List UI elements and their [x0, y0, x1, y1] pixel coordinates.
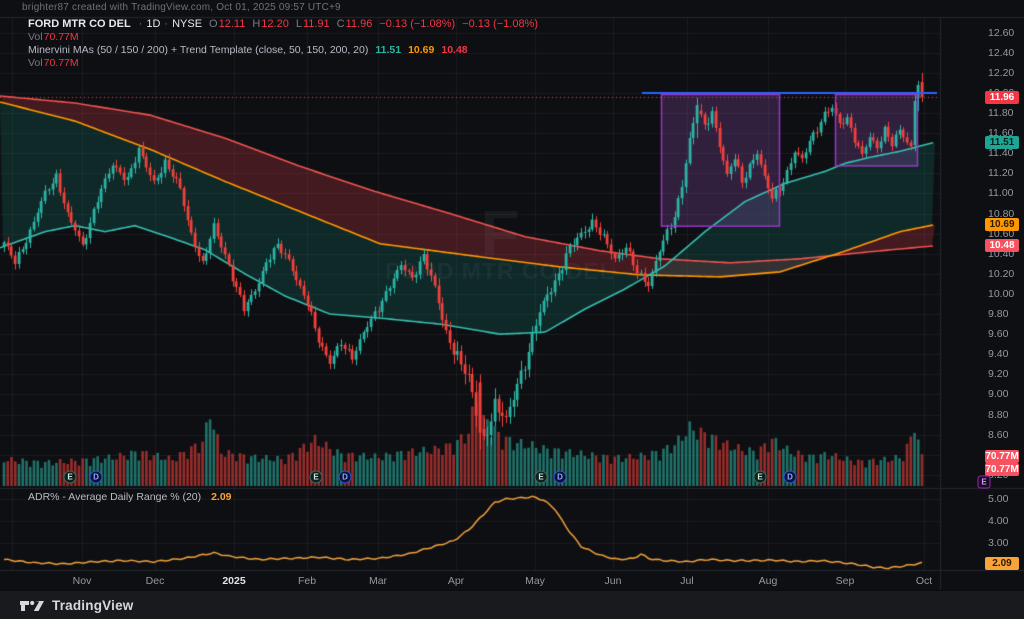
change-value-extended: −0.13 (−1.08%) [462, 18, 539, 30]
volume-ma-label: 70.77M [985, 462, 1019, 476]
volume2-key: Vol [28, 57, 43, 69]
minervini-indicator-title[interactable]: Minervini MAs (50 / 150 / 200) + Trend T… [28, 44, 369, 56]
price-axis-tick: 12.60 [988, 26, 1015, 39]
time-axis-label-Oct: Oct [915, 575, 933, 587]
low-key: L [295, 18, 302, 30]
time-axis-label-May: May [525, 575, 545, 587]
open-key: O [209, 18, 218, 30]
price-axis-tick: 11.80 [988, 107, 1014, 120]
price-axis-tick: 10.20 [988, 267, 1015, 280]
ma200-price-label: 10.48 [985, 239, 1019, 253]
price-axis-tick: 10.80 [988, 207, 1015, 220]
dividend-marker[interactable]: D [783, 470, 797, 484]
change-value: −0.13 (−1.08%) [379, 18, 456, 30]
legend-separator: · [138, 18, 143, 30]
volume-label: 70.77M [985, 449, 1019, 463]
time-axis-label-Aug: Aug [758, 575, 778, 587]
price-axis-tick: 12.20 [988, 66, 1015, 79]
earnings-marker[interactable]: E [309, 470, 323, 484]
price-axis-tick: 8.60 [988, 428, 1009, 441]
volume-key: Vol [28, 31, 43, 43]
tradingview-logo-icon [20, 600, 44, 611]
dividend-marker[interactable]: D [338, 470, 352, 484]
ma200-value: 10.48 [441, 44, 468, 56]
exchange-label: NYSE [172, 18, 203, 30]
bottom-toolbar: TradingView [0, 590, 1024, 619]
adr-value-label: 2.09 [985, 556, 1019, 570]
volume2-value: 70.77M [43, 57, 79, 69]
price-axis-tick: 9.00 [988, 388, 1009, 401]
symbol-legend-row: FORD MTR CO DEL · 1D · NYSE O 12.11 H 12.2… [28, 18, 538, 30]
symbol-name[interactable]: FORD MTR CO DEL [28, 18, 131, 30]
earnings-marker[interactable]: E [63, 470, 77, 484]
ma50-value: 11.51 [375, 44, 402, 56]
time-axis-label-Jun: Jun [604, 575, 622, 587]
volume2-legend-row: Vol 70.77M [28, 57, 538, 69]
price-axis-tick: 10.00 [988, 287, 1015, 300]
volume-legend-row: Vol 70.77M [28, 31, 538, 43]
ma50-price-label: 11.51 [985, 135, 1019, 149]
time-axis-label-Dec: Dec [145, 575, 165, 587]
adr-axis-tick: 3.00 [988, 537, 1009, 549]
upcoming-earnings-marker[interactable]: E [977, 475, 991, 489]
dividend-marker[interactable]: D [553, 470, 567, 484]
price-axis-tick: 9.20 [988, 368, 1009, 381]
volume-value: 70.77M [43, 31, 79, 43]
dividend-marker[interactable]: D [89, 470, 103, 484]
time-axis-label-Mar: Mar [368, 575, 388, 587]
high-key: H [252, 18, 261, 30]
time-axis-label-Jul: Jul [680, 575, 694, 587]
price-axis-tick: 11.00 [988, 187, 1014, 200]
price-axis-tick: 9.40 [988, 348, 1009, 361]
ma150-value: 10.69 [408, 44, 435, 56]
time-axis-label-Apr: Apr [447, 575, 465, 587]
high-value: 12.20 [261, 18, 289, 30]
adr-axis-tick: 4.00 [988, 515, 1009, 527]
adr-axis-tick: 5.00 [988, 493, 1009, 505]
last-price-label: 11.96 [985, 90, 1019, 104]
price-axis-tick: 9.60 [988, 328, 1009, 341]
time-axis-label-Feb: Feb [297, 575, 317, 587]
price-axis-tick: 12.40 [988, 46, 1015, 59]
adr-indicator-legend: ADR% - Average Daily Range % (20) 2.09 [28, 491, 232, 503]
tradingview-brand-text[interactable]: TradingView [52, 597, 134, 613]
low-value: 11.91 [302, 18, 330, 30]
tradingview-logo[interactable]: TradingView [19, 597, 133, 614]
attribution-text: brighter87 created with TradingView.com,… [22, 2, 341, 13]
earnings-marker[interactable]: E [534, 470, 548, 484]
chart-legend: FORD MTR CO DEL · 1D · NYSE O 12.11 H 12.2… [28, 18, 538, 70]
legend-separator: · [164, 18, 169, 30]
time-axis-label-Sep: Sep [835, 575, 855, 587]
price-axis-tick: 9.80 [988, 308, 1009, 321]
price-axis-tick: 8.80 [988, 408, 1009, 421]
close-key: C [336, 18, 345, 30]
ma150-price-label: 10.69 [985, 218, 1019, 232]
earnings-marker[interactable]: E [753, 470, 767, 484]
indicator-legend-row: Minervini MAs (50 / 150 / 200) + Trend T… [28, 44, 538, 56]
price-axis-tick: 11.40 [988, 147, 1014, 160]
interval-label[interactable]: 1D [146, 18, 161, 30]
adr-indicator-title[interactable]: ADR% - Average Daily Range % (20) [28, 491, 202, 503]
time-axis-label-Nov: Nov [72, 575, 92, 587]
close-value: 11.96 [345, 18, 373, 30]
adr-indicator-value: 2.09 [211, 491, 232, 503]
open-value: 12.11 [218, 18, 246, 30]
price-axis-tick: 11.20 [988, 167, 1014, 180]
time-axis-label-2025: 2025 [222, 575, 246, 587]
